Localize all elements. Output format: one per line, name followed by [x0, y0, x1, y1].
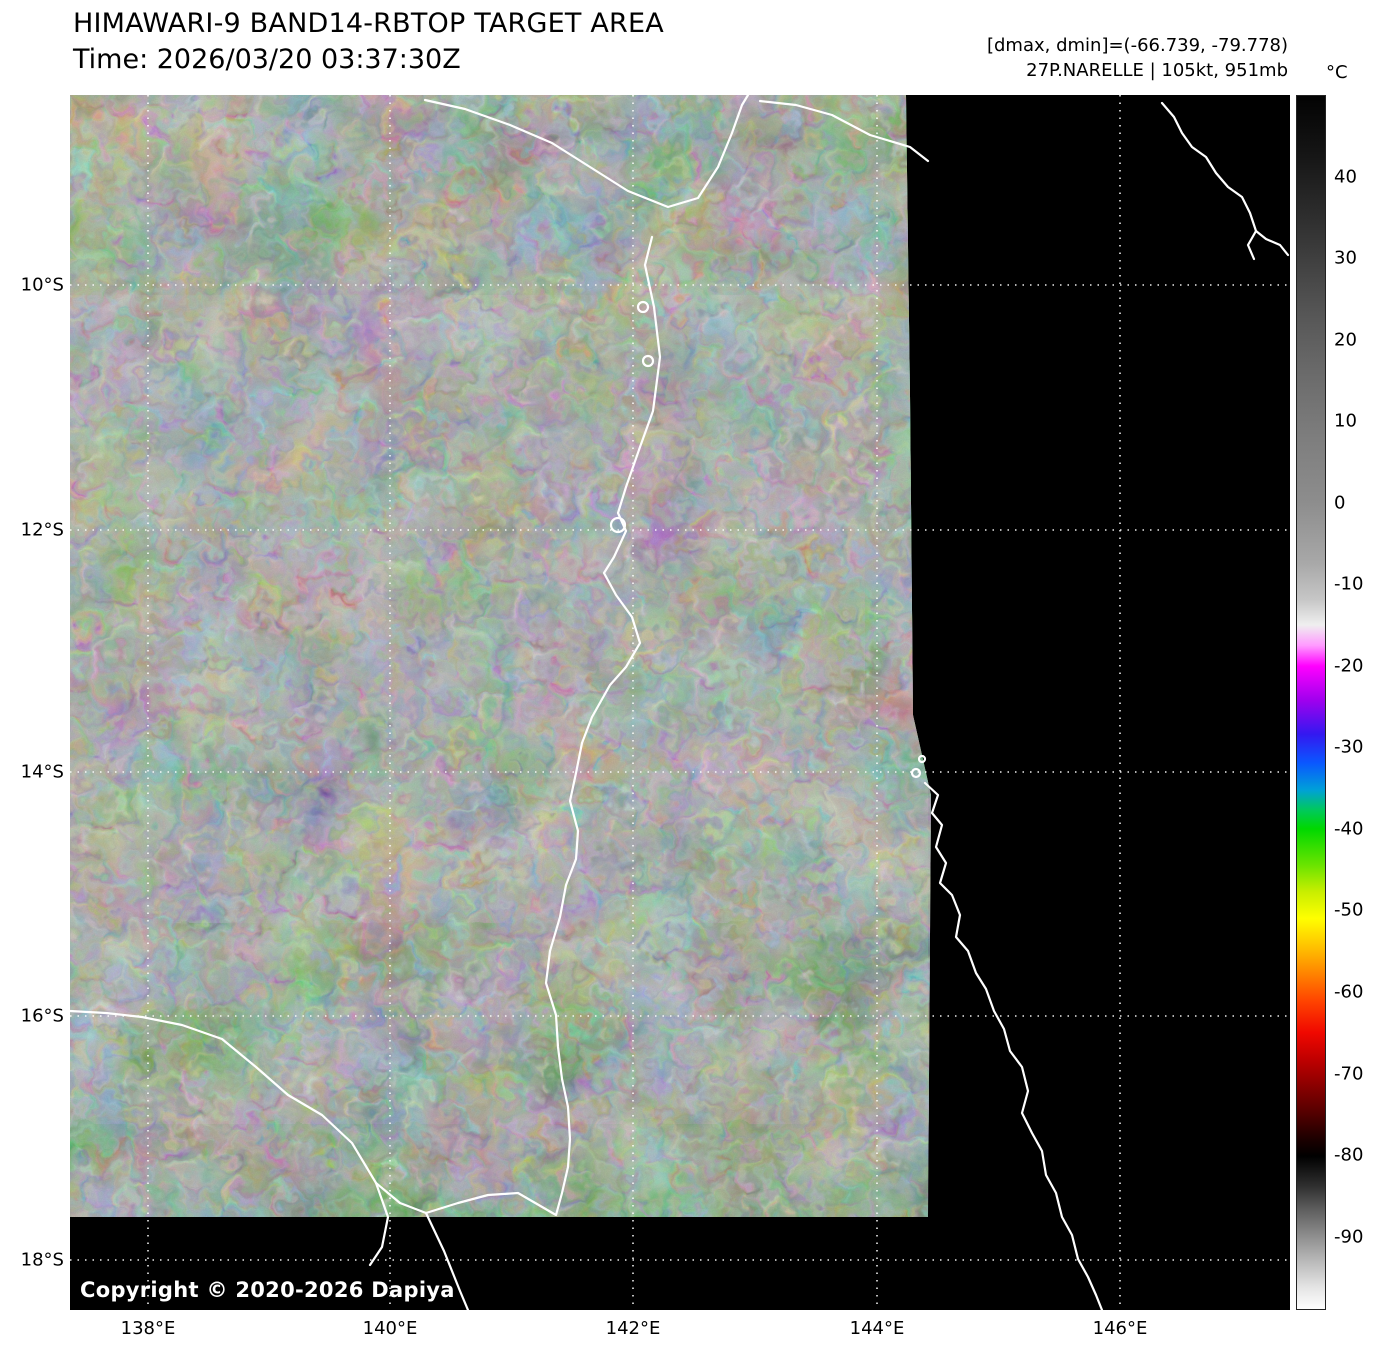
- satellite-map: Copyright © 2020-2026 Dapiya: [70, 95, 1290, 1310]
- storm-info: 27P.NARELLE | 105kt, 951mb: [1026, 60, 1288, 82]
- lon-label-138e: 138°E: [120, 1318, 176, 1339]
- lat-label-10s: 10°S: [20, 274, 64, 296]
- lat-label-16s: 16°S: [20, 1005, 64, 1027]
- colorbar-tick: -70: [1334, 1063, 1364, 1085]
- colorbar-tick: -10: [1334, 573, 1364, 595]
- colorbar-tick: -80: [1334, 1144, 1364, 1166]
- colorbar-tick: -90: [1334, 1226, 1364, 1248]
- page-title: HIMAWARI-9 BAND14-RBTOP TARGET AREA: [73, 8, 664, 39]
- satellite-imagery: [70, 95, 1290, 1310]
- copyright-watermark: Copyright © 2020-2026 Dapiya: [80, 1278, 455, 1302]
- coastlines: [70, 95, 1290, 1310]
- colorbar-tick: -20: [1334, 655, 1364, 677]
- colorbar-tick: 30: [1334, 247, 1357, 269]
- lon-label-144e: 144°E: [849, 1318, 905, 1339]
- colorbar-tick: 40: [1334, 166, 1357, 188]
- lat-label-18s: 18°S: [20, 1249, 64, 1271]
- colorbar-tick: -50: [1334, 899, 1364, 921]
- lon-label-146e: 146°E: [1092, 1318, 1148, 1339]
- lat-label-14s: 14°S: [20, 761, 64, 783]
- colorbar-tick: 10: [1334, 410, 1357, 432]
- timestamp: Time: 2026/03/20 03:37:30Z: [73, 44, 461, 75]
- colorbar-tick: -60: [1334, 981, 1364, 1003]
- temperature-colorbar: [1296, 95, 1326, 1310]
- colorbar-tick: -40: [1334, 818, 1364, 840]
- lon-label-140e: 140°E: [362, 1318, 418, 1339]
- dmax-dmin-readout: [dmax, dmin]=(-66.739, -79.778): [986, 35, 1288, 56]
- colorbar-tick: 0: [1334, 492, 1346, 514]
- graticule: [70, 95, 1290, 1310]
- colorbar-unit-label: °C: [1326, 62, 1348, 83]
- lat-label-12s: 12°S: [20, 519, 64, 541]
- colorbar-tick: -30: [1334, 736, 1364, 758]
- lon-label-142e: 142°E: [605, 1318, 661, 1339]
- colorbar-tick: 20: [1334, 329, 1357, 351]
- header-annotations: [dmax, dmin]=(-66.739, -79.778) 27P.NARE…: [987, 33, 1288, 83]
